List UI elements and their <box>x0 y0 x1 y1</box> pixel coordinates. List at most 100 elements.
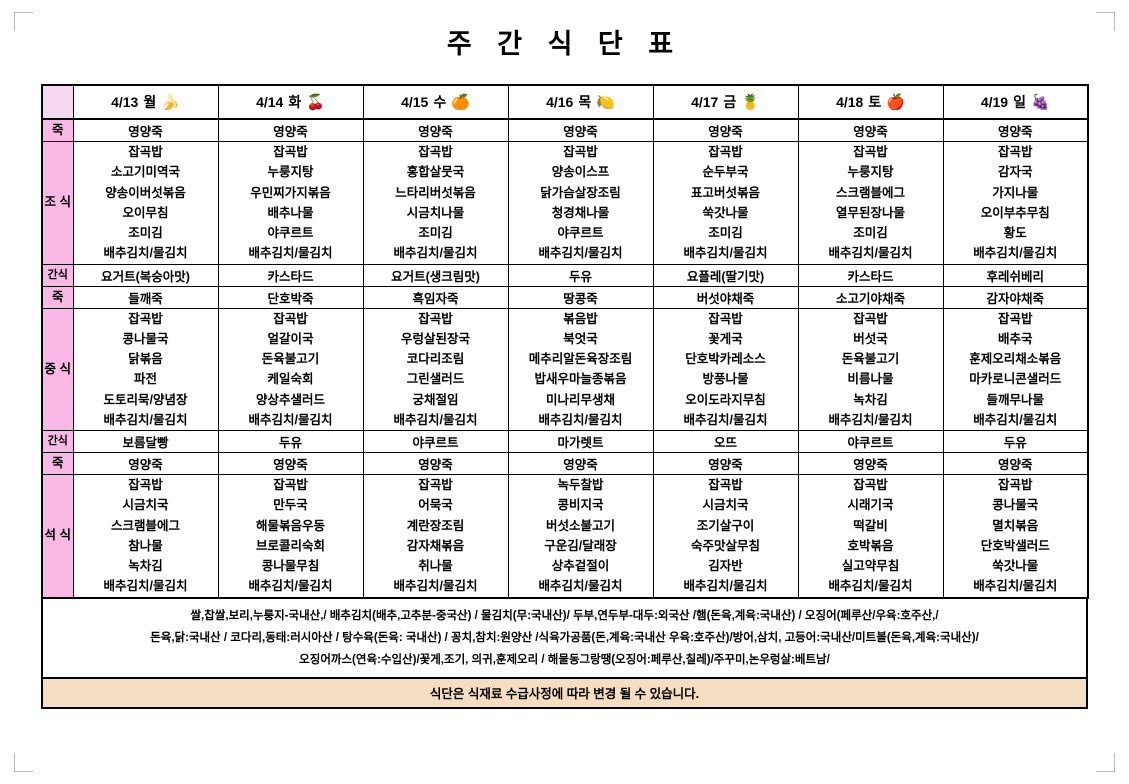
day-header-weekday: 일 <box>1013 94 1026 110</box>
dish: 오이무침 <box>122 205 169 220</box>
dish: 순두부국 <box>702 165 749 180</box>
day-header-sun: 4/19 일 🍇 <box>942 84 1089 120</box>
dish: 조미김 <box>418 226 453 240</box>
dish: 케일숙회 <box>267 372 314 387</box>
day-header-weekday: 수 <box>433 94 447 110</box>
day-header-wed: 4/15 수 🍊 <box>362 84 509 120</box>
row-porridge-noon: 죽 들깨죽 단호박죽 흑임자죽 땅콩죽 버섯야채죽 소고기야채죽 감자야채죽 <box>41 285 1089 309</box>
cell-snack-morning-sun: 후레쉬베리 <box>942 263 1089 287</box>
cell-dinner-wed: 잡곡밥 어묵국 계란장조림 감자채볶음 취나물 배추김치/물김치 <box>362 474 509 598</box>
row-lunch: 중 식 잡곡밥 콩나물국 닭볶음 파전 도토리묵/양념장 배추김치/물김치 잡곡… <box>41 307 1089 431</box>
cell-porridge-morning-wed: 영양죽 <box>362 118 509 142</box>
dish: 밥새우마늘종볶음 <box>534 372 627 387</box>
cell-snack-afternoon-sat: 야쿠르트 <box>797 430 944 453</box>
dish: 야쿠르트 <box>267 226 314 240</box>
dish: 배추김치/물김치 <box>973 579 1058 594</box>
cell-porridge-noon-sat: 소고기야채죽 <box>797 285 944 309</box>
dish: 단호박카레소스 <box>685 352 766 366</box>
day-header-fri: 4/17 금 🍍 <box>652 84 799 120</box>
dish: 북엇국 <box>563 331 598 346</box>
dish: 시래기국 <box>847 498 894 513</box>
cell-porridge-noon-mon: 들깨죽 <box>72 285 219 309</box>
dish: 숙주맛살무침 <box>690 538 760 553</box>
cell-dinner-thu: 녹두찰밥 콩비지국 버섯소불고기 구운김/달래장 상추겉절이 배추김치/물김치 <box>507 474 654 598</box>
dish: 구운김/달래장 <box>544 538 617 553</box>
day-header-weekday: 월 <box>143 94 157 110</box>
cell-porridge-evening-sun: 영양죽 <box>942 452 1089 475</box>
dish: 배추김치/물김치 <box>683 579 768 594</box>
dish: 시금치국 <box>122 498 169 513</box>
dish: 배추김치/물김치 <box>393 579 478 594</box>
cell-porridge-evening-wed: 영양죽 <box>362 452 509 475</box>
cell-lunch-thu: 볶음밥 북엇국 메추리알돈육장조림 밥새우마늘종볶음 미나리무생채 배추김치/물… <box>507 307 654 431</box>
dish: 잡곡밥 <box>128 145 163 159</box>
dish: 콩나물무침 <box>261 559 320 573</box>
dish: 배추김치/물김치 <box>828 412 913 427</box>
row-label-porridge: 죽 <box>41 452 74 475</box>
cell-dinner-sat: 잡곡밥 시래기국 떡갈비 호박볶음 실고약무침 배추김치/물김치 <box>797 474 944 598</box>
cell-porridge-noon-fri: 버섯야채죽 <box>652 285 799 309</box>
orange-icon: 🍊 <box>451 93 470 111</box>
dish: 누룽지탕 <box>847 165 894 180</box>
dish: 잡곡밥 <box>997 478 1033 492</box>
cell-lunch-sat: 잡곡밥 버섯국 돈육불고기 비름나물 녹차김 배추김치/물김치 <box>797 307 944 431</box>
pineapple-icon: 🍍 <box>741 93 760 111</box>
day-header-date: 4/19 <box>980 94 1009 110</box>
dish: 잡곡밥 <box>273 311 308 326</box>
cell-lunch-tue: 잡곡밥 얼갈이국 돈육불고기 케일숙회 양상추샐러드 배추김치/물김치 <box>217 307 364 431</box>
dish: 잡곡밥 <box>708 311 743 326</box>
day-header-tue: 4/14 화 🍒 <box>217 84 364 120</box>
day-header-date: 4/16 <box>546 94 574 110</box>
cell-snack-morning-wed: 요거트(생크림맛) <box>362 263 509 287</box>
dish: 들깨무나물 <box>986 392 1044 407</box>
cell-dinner-tue: 잡곡밥 만두국 해물볶음우동 브로콜리숙회 콩나물무침 배추김치/물김치 <box>217 474 364 598</box>
dish: 배추김치/물김치 <box>393 246 478 261</box>
dish: 돈육불고기 <box>261 352 320 366</box>
dish: 버섯소불고기 <box>545 518 615 533</box>
dish: 잡곡밥 <box>418 311 453 326</box>
row-label-porridge: 죽 <box>41 118 74 142</box>
day-header-thu: 4/16 목 🍋 <box>507 84 654 120</box>
dish: 조기살구이 <box>696 518 755 533</box>
dish: 배추김치/물김치 <box>538 412 623 427</box>
dish: 배추나물 <box>267 205 314 220</box>
dish: 훈제오리채소볶음 <box>969 352 1062 366</box>
cell-dinner-fri: 잡곡밥 시금치국 조기살구이 숙주맛살무침 김자반 배추김치/물김치 <box>652 474 799 598</box>
cell-lunch-mon: 잡곡밥 콩나물국 닭볶음 파전 도토리묵/양념장 배추김치/물김치 <box>72 307 219 431</box>
dish: 야쿠르트 <box>557 226 604 240</box>
row-porridge-evening: 죽 영양죽 영양죽 영양죽 영양죽 영양죽 영양죽 영양죽 <box>41 452 1089 475</box>
dish: 감자국 <box>997 165 1033 180</box>
cell-lunch-fri: 잡곡밥 꽃게국 단호박카레소스 방풍나물 오이도라지무침 배추김치/물김치 <box>652 307 799 431</box>
origin-notes: 쌀,찹쌀,보리,누룽지-국내산,/ 배추김치(배추,고추분-중국산) / 물김치… <box>41 598 1088 679</box>
dish: 배추김치/물김치 <box>393 412 478 427</box>
day-header-date: 4/18 <box>836 94 864 110</box>
dish: 양상추샐러드 <box>255 392 325 407</box>
dish: 파전 <box>133 372 157 387</box>
cell-snack-afternoon-wed: 야쿠르트 <box>362 430 509 453</box>
dish: 잡곡밥 <box>853 478 888 492</box>
row-label-breakfast: 조 식 <box>41 141 74 265</box>
dish: 가지나물 <box>992 185 1039 200</box>
cell-porridge-morning-thu: 영양죽 <box>507 118 654 142</box>
dish: 배추김치/물김치 <box>248 412 333 427</box>
day-header-weekday: 금 <box>723 94 737 110</box>
dish: 실고약무침 <box>841 559 900 573</box>
row-snack-morning: 간식 요거트(복숭아맛) 카스타드 요거트(생크림맛) 두유 요플레(딸기맛) … <box>41 263 1089 287</box>
dish: 시금치국 <box>702 498 749 513</box>
cell-porridge-evening-mon: 영양죽 <box>72 452 219 475</box>
dish: 단호박샐러드 <box>980 538 1050 553</box>
cell-snack-afternoon-sun: 두유 <box>942 430 1089 453</box>
dish: 얼갈이국 <box>267 331 314 346</box>
dish: 청경채나물 <box>551 205 610 220</box>
dish: 배추김치/물김치 <box>103 412 188 427</box>
dish: 양송이버섯볶음 <box>105 185 186 200</box>
cell-breakfast-sun: 잡곡밥 감자국 가지나물 오이부추무침 황도 배추김치/물김치 <box>942 141 1089 265</box>
dish: 마카로니콘샐러드 <box>969 372 1062 387</box>
dish: 비름나물 <box>847 372 894 387</box>
dish: 오이부추무침 <box>980 205 1050 220</box>
dish: 그린샐러드 <box>406 372 465 387</box>
dish: 표고버섯볶음 <box>690 185 760 200</box>
origin-line-1: 쌀,찹쌀,보리,누룽지-국내산,/ 배추김치(배추,고추분-중국산) / 물김치… <box>190 609 939 622</box>
cell-snack-morning-tue: 카스타드 <box>217 263 364 287</box>
dish: 배추김치/물김치 <box>683 246 768 261</box>
